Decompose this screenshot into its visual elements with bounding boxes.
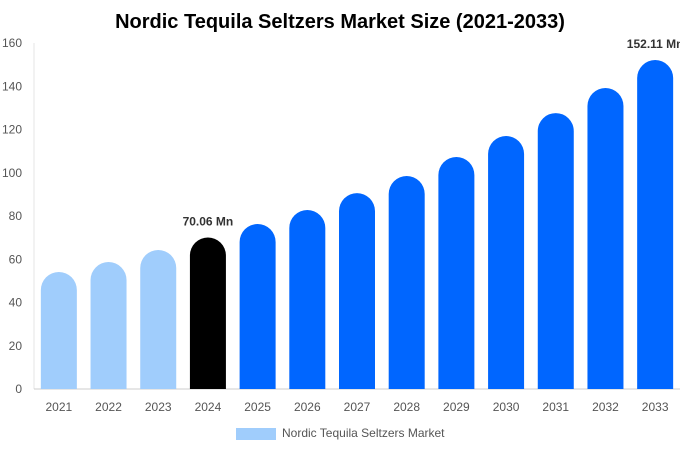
bar-2033[interactable] [637, 60, 674, 389]
y-tick-label: 140 [2, 79, 22, 93]
x-tick-label: 2029 [443, 400, 470, 414]
bar-2032[interactable] [587, 87, 624, 389]
y-tick-label: 20 [9, 339, 23, 353]
x-tick-label: 2030 [493, 400, 520, 414]
y-tick-label: 40 [9, 296, 23, 310]
legend[interactable]: Nordic Tequila Seltzers Market [236, 426, 445, 440]
legend-swatch [236, 428, 276, 440]
x-tick-label: 2033 [642, 400, 669, 414]
x-tick-label: 2032 [592, 400, 619, 414]
bar-2027[interactable] [339, 193, 375, 389]
x-tick-label: 2028 [393, 400, 420, 414]
bar-2023[interactable] [140, 249, 177, 389]
x-tick-label: 2027 [344, 400, 371, 414]
bar-2025[interactable] [239, 224, 276, 389]
data-label: 70.06 Mn [183, 214, 234, 228]
bar-2029[interactable] [438, 156, 475, 389]
bar-2030[interactable] [488, 136, 525, 389]
x-tick-label: 2021 [45, 400, 72, 414]
y-tick-label: 120 [2, 123, 22, 137]
x-tick-label: 2023 [145, 400, 172, 414]
y-tick-label: 60 [9, 252, 23, 266]
x-tick-label: 2022 [95, 400, 122, 414]
y-tick-label: 100 [2, 166, 22, 180]
bar-2026[interactable] [289, 209, 326, 389]
legend-label: Nordic Tequila Seltzers Market [282, 426, 445, 440]
bar-2024[interactable] [189, 237, 226, 389]
y-tick-label: 0 [15, 382, 22, 396]
y-tick-label: 160 [2, 36, 22, 50]
bar-2031[interactable] [537, 113, 574, 389]
x-tick-label: 2031 [542, 400, 569, 414]
y-tick-label: 80 [9, 209, 23, 223]
x-tick-label: 2024 [195, 400, 222, 414]
x-tick-label: 2026 [294, 400, 321, 414]
x-tick-label: 2025 [244, 400, 271, 414]
data-label: 152.11 Mn [627, 37, 680, 51]
chart-title: Nordic Tequila Seltzers Market Size (202… [115, 11, 565, 33]
bar-2021[interactable] [40, 272, 77, 389]
bar-2028[interactable] [388, 175, 425, 389]
bar-2022[interactable] [90, 262, 127, 389]
